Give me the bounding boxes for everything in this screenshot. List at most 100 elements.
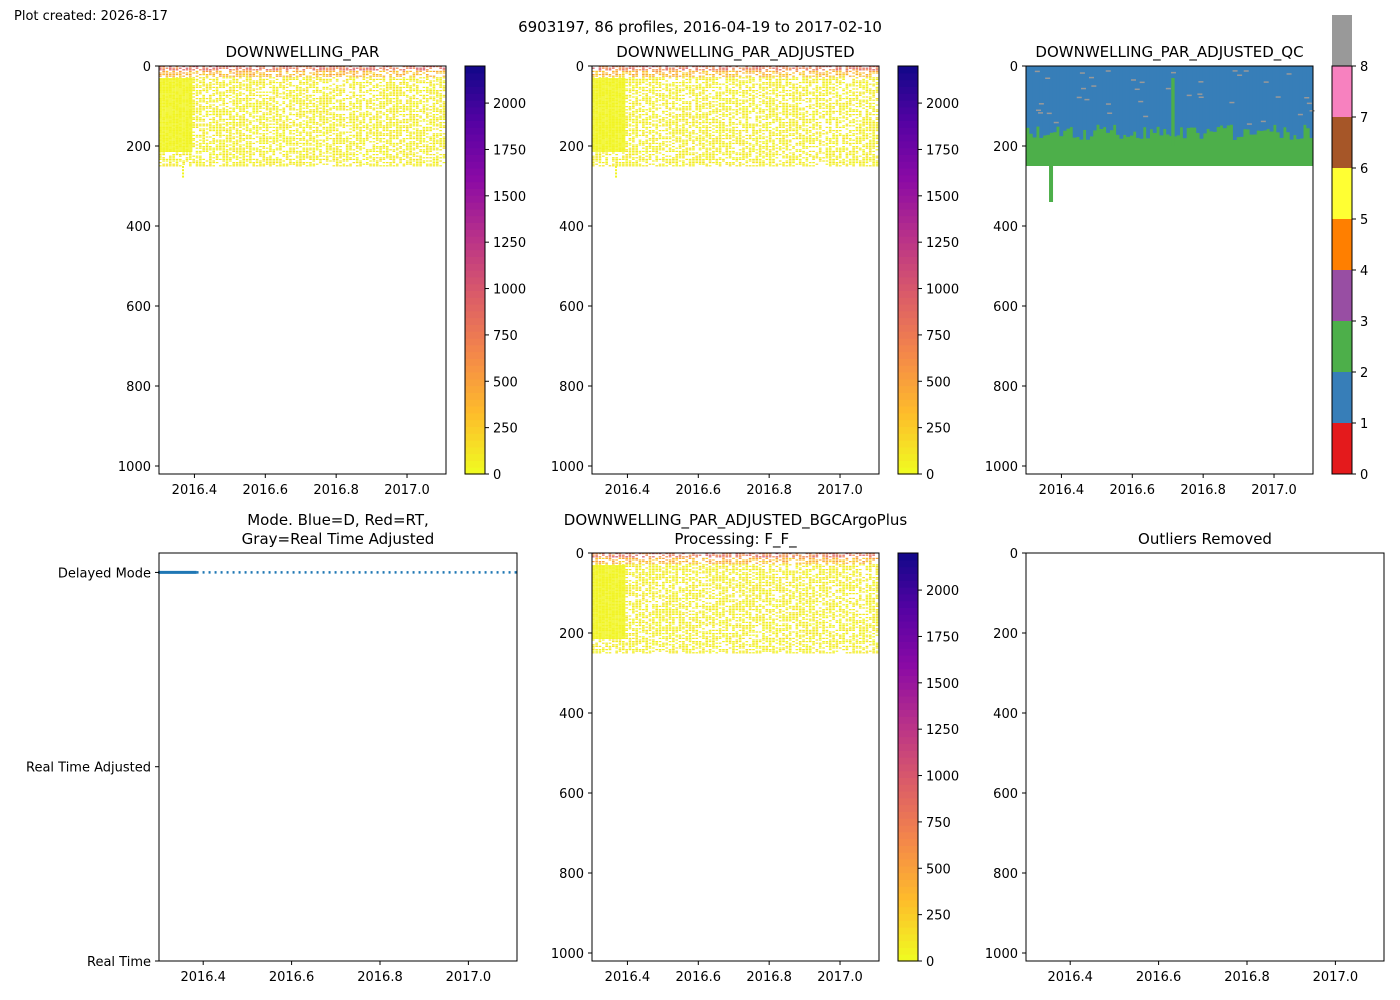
- data-cell: [315, 141, 319, 143]
- data-cell: [402, 72, 406, 74]
- data-cell: [325, 96, 329, 98]
- data-cell: [422, 133, 426, 135]
- data-cell: [285, 78, 289, 80]
- data-cell: [315, 123, 319, 125]
- data-cell: [402, 74, 406, 76]
- data-cell: [392, 155, 396, 157]
- data-cell: [249, 99, 252, 101]
- data-cell: [372, 144, 376, 146]
- data-cell: [225, 125, 229, 127]
- data-cell: [435, 83, 439, 85]
- data-cell: [352, 158, 356, 160]
- data-cell: [342, 165, 346, 167]
- data-cell: [389, 107, 392, 109]
- data-cell: [389, 123, 392, 125]
- data-cell: [275, 114, 279, 116]
- data-cell: [385, 142, 389, 144]
- data-cell: [439, 160, 442, 162]
- data-cell: [389, 118, 392, 120]
- data-cell: [205, 98, 209, 100]
- data-cell: [229, 115, 232, 117]
- data-cell: [275, 101, 279, 103]
- data-cell: [432, 117, 436, 119]
- data-cell: [295, 150, 299, 152]
- data-cell: [249, 150, 252, 152]
- data-cell: [439, 101, 442, 103]
- data-cell: [215, 147, 219, 149]
- data-cell: [379, 98, 382, 100]
- data-cell: [302, 142, 306, 144]
- data-cell: [232, 77, 236, 79]
- data-cell: [232, 99, 236, 101]
- data-cell: [382, 69, 386, 71]
- data-cell: [229, 83, 232, 85]
- data-cell: [389, 94, 392, 96]
- data-cell: [365, 157, 369, 159]
- data-cell: [612, 152, 615, 154]
- data-cell: [375, 165, 379, 167]
- data-cell: [425, 154, 429, 156]
- colorbar-tick-label: 250: [493, 422, 518, 437]
- data-cell: [435, 147, 439, 149]
- data-cell: [395, 67, 399, 69]
- data-cell: [309, 157, 312, 159]
- data-cell: [299, 150, 302, 152]
- data-cell: [312, 102, 316, 104]
- data-cell: [299, 70, 302, 72]
- data-cell: [625, 90, 628, 92]
- data-cell: [645, 152, 648, 154]
- data-cell: [442, 141, 446, 143]
- data-cell: [638, 107, 642, 109]
- data-cell: [235, 149, 239, 151]
- data-cell: [332, 154, 336, 156]
- data-cell: [642, 122, 645, 124]
- data-cell: [325, 150, 329, 152]
- data-cell: [305, 86, 309, 88]
- data-cell: [432, 114, 436, 116]
- data-cell: [252, 131, 256, 133]
- data-cell: [192, 158, 195, 160]
- data-cell: [628, 82, 632, 84]
- data-cell: [275, 90, 279, 92]
- data-cell: [299, 134, 302, 136]
- data-cell: [299, 163, 302, 165]
- data-cell: [232, 149, 236, 151]
- data-cell: [675, 115, 679, 117]
- data-cell: [412, 154, 416, 156]
- data-cell: [652, 91, 655, 93]
- data-cell: [309, 78, 312, 80]
- data-cell: [292, 133, 296, 135]
- data-cell: [385, 152, 389, 154]
- data-cell: [249, 94, 252, 96]
- data-cell: [642, 147, 645, 149]
- data-cell: [379, 115, 382, 117]
- data-cell: [615, 70, 618, 72]
- figure-suptitle: 6903197, 86 profiles, 2016-04-19 to 2017…: [518, 18, 882, 36]
- data-cell: [628, 150, 632, 152]
- data-cell: [259, 136, 262, 138]
- data-cell: [342, 125, 346, 127]
- data-cell: [635, 75, 638, 77]
- data-cell: [192, 118, 195, 120]
- data-cell: [159, 158, 162, 160]
- data-cell: [668, 107, 672, 109]
- data-cell: [235, 139, 239, 141]
- data-cell: [409, 142, 412, 144]
- data-cell: [269, 126, 272, 128]
- data-cell: [205, 149, 209, 151]
- data-cell: [632, 120, 635, 122]
- data-cell: [662, 74, 665, 76]
- data-cell: [382, 101, 386, 103]
- data-cell: [302, 107, 306, 109]
- data-cell: [239, 123, 242, 125]
- data-cell: [365, 152, 369, 154]
- data-cell: [678, 138, 682, 140]
- data-cell: [385, 110, 389, 112]
- data-cell: [235, 90, 239, 92]
- data-cell: [332, 126, 336, 128]
- data-cell: [192, 85, 195, 87]
- data-cell: [332, 83, 336, 85]
- data-cell: [162, 157, 165, 159]
- data-cell: [628, 114, 632, 116]
- colorbar-band: [465, 222, 485, 230]
